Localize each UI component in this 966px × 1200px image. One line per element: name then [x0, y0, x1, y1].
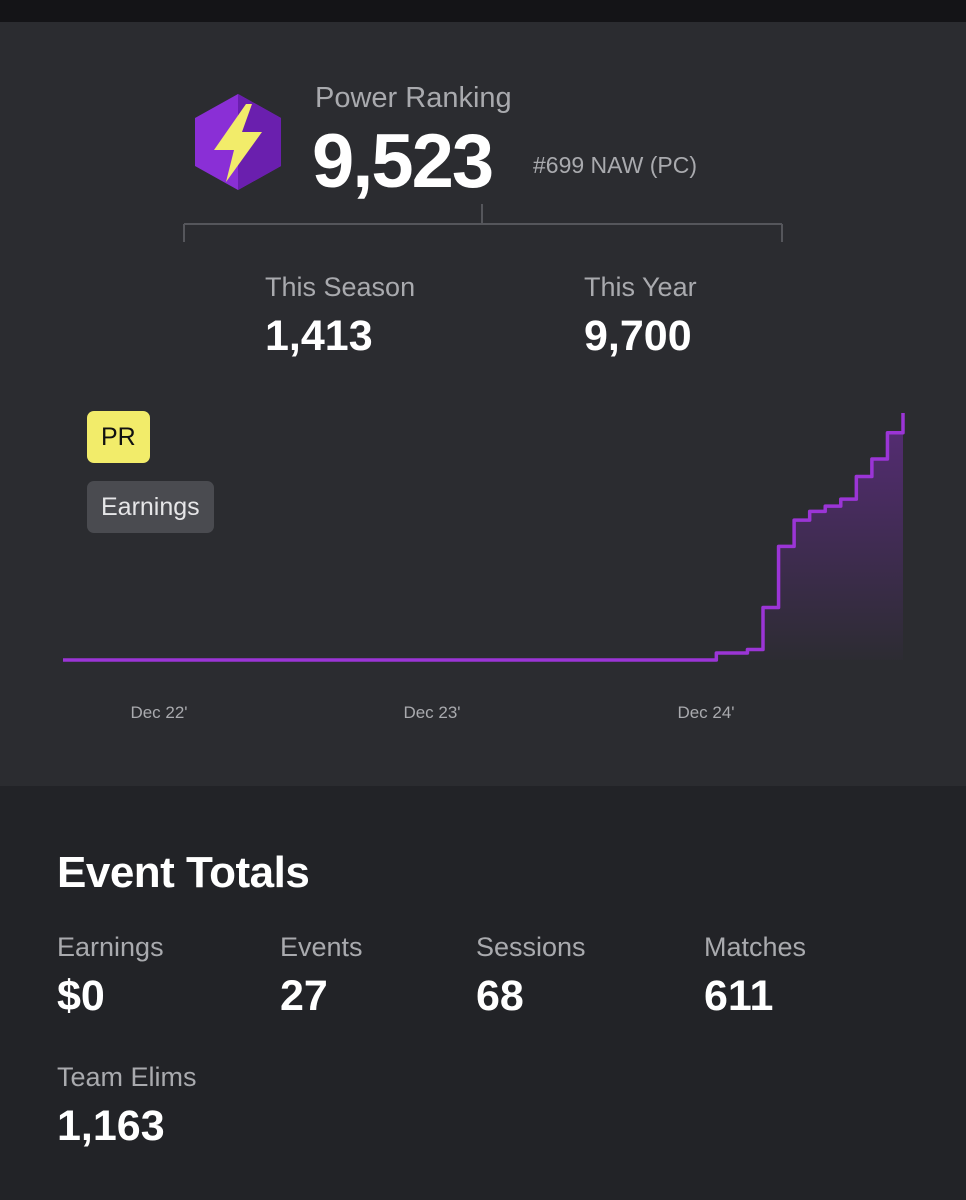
this-season-value: 1,413 [265, 312, 373, 360]
earnings-total-value: $0 [57, 972, 105, 1020]
x-tick-label: Dec 23' [403, 703, 460, 722]
events-total-label: Events [280, 932, 363, 962]
power-ranking-value: 9,523 [312, 119, 494, 204]
team-elims-total-label: Team Elims [57, 1062, 197, 1092]
sessions-total-value: 68 [476, 972, 524, 1020]
event-totals-title: Event Totals [57, 848, 310, 897]
power-ranking-chart: Dec 22' Dec 23' Dec 24' [63, 413, 905, 722]
chart-area-fill [63, 413, 903, 660]
matches-total-value: 611 [704, 972, 774, 1020]
matches-total-label: Matches [704, 932, 807, 962]
earnings-total-label: Earnings [57, 932, 164, 962]
chart-series-line [63, 413, 905, 662]
earnings-toggle-button[interactable]: Earnings [87, 481, 214, 533]
events-total-value: 27 [280, 972, 328, 1020]
x-tick-label: Dec 22' [130, 703, 187, 722]
power-ranking-label: Power Ranking [315, 82, 512, 114]
top-bar [0, 0, 966, 22]
x-tick-label: Dec 24' [677, 703, 734, 722]
this-year-label: This Year [584, 272, 697, 302]
sessions-total-label: Sessions [476, 932, 586, 962]
divider-bracket [183, 204, 783, 242]
lightning-hexagon-icon [195, 94, 281, 190]
team-elims-total-value: 1,163 [57, 1102, 165, 1150]
regional-rank: #699 NAW (PC) [533, 152, 698, 178]
this-season-label: This Season [265, 272, 416, 302]
pr-toggle-button[interactable]: PR [87, 411, 150, 463]
this-year-value: 9,700 [584, 312, 692, 360]
